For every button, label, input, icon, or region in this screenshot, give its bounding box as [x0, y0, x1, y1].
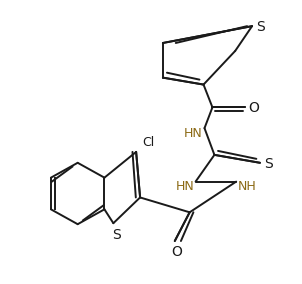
- Text: Cl: Cl: [142, 135, 154, 149]
- Text: S: S: [265, 157, 273, 171]
- Text: S: S: [112, 228, 121, 242]
- Text: NH: NH: [238, 180, 256, 193]
- Text: S: S: [257, 20, 265, 34]
- Text: O: O: [249, 101, 259, 115]
- Text: HN: HN: [184, 127, 203, 140]
- Text: O: O: [171, 245, 182, 259]
- Text: HN: HN: [175, 180, 194, 193]
